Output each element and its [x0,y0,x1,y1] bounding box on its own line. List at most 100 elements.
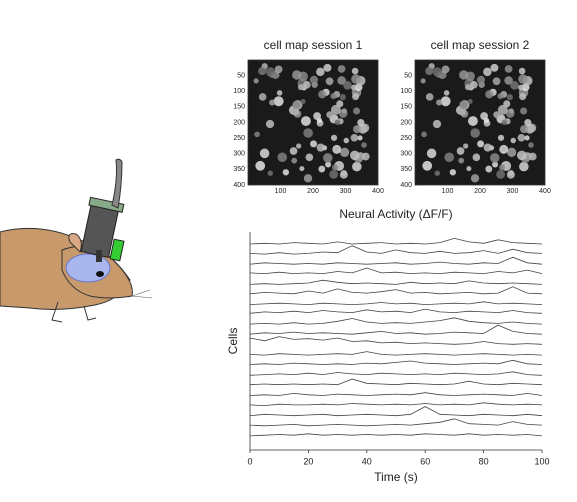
trace [249,308,543,314]
cell-blob [517,84,524,91]
trace [249,402,543,407]
cell-blob [259,148,270,159]
y-tick-label: 50 [404,72,412,79]
cell-blob [309,77,316,83]
cell-blob [497,93,504,100]
cell-blob [519,92,527,101]
trace [249,433,543,437]
cell-blob [425,93,434,101]
cell-blob [296,143,302,149]
cell-blob [458,157,465,164]
cell-blob [352,161,362,172]
cell-blob [527,123,537,133]
cell-blob [330,134,338,141]
cell-blob [316,143,325,152]
cell-blob [444,152,455,163]
cell-blob [441,65,450,74]
cell-blob [432,67,442,77]
cell-blob [516,150,527,161]
cell-blob [470,80,478,89]
x-tick-label: 200 [307,188,319,195]
cell-blob [456,147,465,155]
cell-blob [339,94,346,101]
x-tick-label: 300 [507,188,519,195]
cell-blob [291,157,298,164]
cell-blob [292,70,302,80]
trace [249,256,543,265]
x-tick-label: 40 [362,456,372,466]
cell-blob [426,148,437,159]
cell-blob [497,134,505,141]
cell-blob [339,147,350,157]
cell-blob [274,65,283,74]
cell-blob [303,128,313,138]
x-tick-label: 200 [474,188,486,195]
cell-blob [361,142,367,148]
cell-blob [464,84,472,91]
cell-blob [470,128,480,138]
cell-blob [322,153,333,163]
cell-blob [330,104,341,115]
cell-blob [493,111,501,119]
cell-blob [323,63,332,72]
cell-blob [500,146,506,152]
cell-blob [329,169,339,179]
y-tick-label: 100 [400,88,412,95]
cell-blob [330,93,337,100]
cell-blob [305,153,314,162]
cell-blob [326,111,334,119]
cell-blob [425,66,434,76]
cell-blob [343,137,350,144]
cell-blob [518,67,526,75]
cell-blob [436,99,443,106]
cell-blob [349,150,360,161]
y-tick-label: 150 [400,104,412,111]
y-tick-label: 400 [233,182,245,189]
trace [249,237,543,245]
y-tick-label: 200 [400,119,412,126]
cell-blob [303,80,311,89]
y-tick-label: 300 [400,151,412,158]
cell-blob [520,107,528,115]
cell-blob [506,94,513,101]
cell-blob [443,90,450,96]
cell-blob [510,81,519,90]
x-tick-label: 100 [275,188,287,195]
cell-blob [458,108,467,116]
x-tick-label: 100 [534,456,549,466]
y-tick-label: 250 [233,135,245,142]
y-tick-label: 300 [233,151,245,158]
cell-blob [463,143,469,149]
cell-blob [485,165,493,173]
cell-blob [331,164,339,171]
x-tick-label: 60 [420,456,430,466]
cell-blob [351,67,359,75]
trace [249,267,543,275]
trace [249,406,543,417]
cell-blob [459,70,469,80]
cell-blob [468,116,478,126]
y-tick-label: 350 [400,166,412,173]
cell-blob [273,96,284,107]
cell-blob [258,93,267,101]
cell-blob [421,131,427,138]
cell-blob [310,140,318,148]
cell-blob [333,146,339,152]
cell-blob [254,131,260,138]
cell-blob [459,100,468,110]
cell-blob [517,133,526,142]
cell-blob [483,67,492,77]
cell-blob [466,166,472,172]
cell-blob [476,77,483,83]
cell-blob [449,169,457,176]
trace [249,286,543,295]
y-tick-label: 250 [400,135,412,142]
x-axis-label: Time (s) [374,470,418,484]
cell-blob [528,142,534,148]
y-axis-label: Cells [226,328,240,355]
cell-blob [504,65,513,73]
cell-blob [265,67,275,77]
cell-blob [292,100,301,110]
trace [249,351,543,356]
